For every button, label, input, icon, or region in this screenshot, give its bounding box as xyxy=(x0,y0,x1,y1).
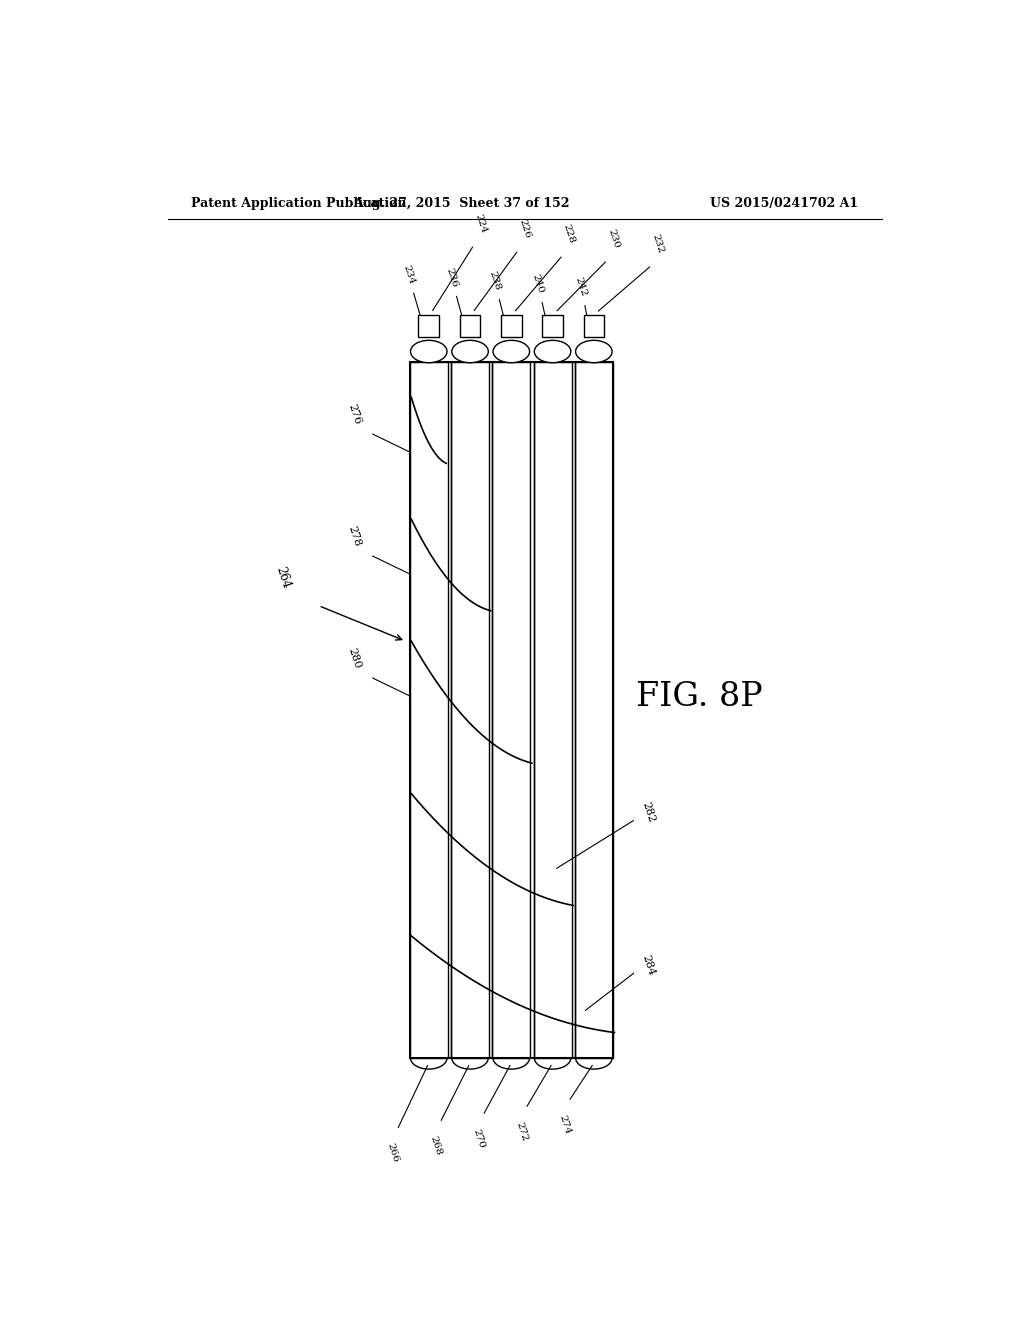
Bar xyxy=(534,362,571,1057)
Text: 238: 238 xyxy=(487,269,502,292)
Text: 274: 274 xyxy=(557,1114,571,1135)
Text: 226: 226 xyxy=(517,218,532,240)
Text: 236: 236 xyxy=(444,267,459,289)
Text: 278: 278 xyxy=(346,524,362,548)
Bar xyxy=(501,315,521,338)
Bar xyxy=(584,315,604,338)
Bar xyxy=(410,362,613,1057)
Text: 270: 270 xyxy=(471,1129,486,1150)
Text: 234: 234 xyxy=(401,264,417,285)
Text: 264: 264 xyxy=(273,565,293,590)
Text: FIG. 8P: FIG. 8P xyxy=(636,681,763,713)
Ellipse shape xyxy=(575,341,612,363)
Text: Aug. 27, 2015  Sheet 37 of 152: Aug. 27, 2015 Sheet 37 of 152 xyxy=(353,197,569,210)
Bar xyxy=(574,362,613,1057)
Ellipse shape xyxy=(452,341,488,363)
Ellipse shape xyxy=(411,341,447,363)
Bar xyxy=(451,362,489,1057)
Bar xyxy=(410,362,447,1057)
Bar xyxy=(543,315,563,338)
Bar xyxy=(493,362,530,1057)
Text: 280: 280 xyxy=(346,647,362,669)
Text: Patent Application Publication: Patent Application Publication xyxy=(191,197,407,210)
Ellipse shape xyxy=(494,341,529,363)
Text: 224: 224 xyxy=(473,213,487,235)
Text: US 2015/0241702 A1: US 2015/0241702 A1 xyxy=(710,197,858,210)
Text: 240: 240 xyxy=(530,273,545,294)
Text: 242: 242 xyxy=(573,276,588,297)
Text: 266: 266 xyxy=(386,1142,400,1164)
Text: 268: 268 xyxy=(429,1135,443,1156)
Text: 284: 284 xyxy=(640,953,656,977)
Bar xyxy=(419,315,439,338)
Bar xyxy=(460,315,480,338)
Text: 272: 272 xyxy=(514,1121,529,1143)
Text: 230: 230 xyxy=(606,228,621,249)
Text: 282: 282 xyxy=(640,801,656,824)
Text: 276: 276 xyxy=(346,403,362,426)
Text: 228: 228 xyxy=(562,223,577,244)
Ellipse shape xyxy=(535,341,570,363)
Text: 232: 232 xyxy=(651,234,666,255)
